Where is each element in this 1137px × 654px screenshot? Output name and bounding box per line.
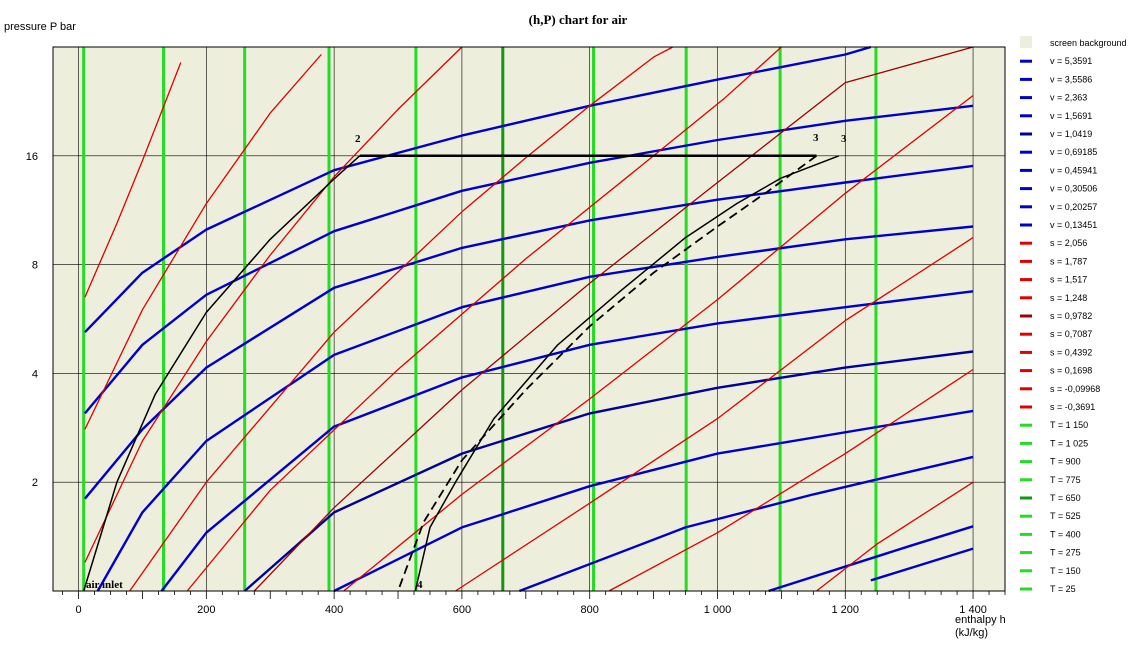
legend-label-23: T = 900 bbox=[1050, 457, 1081, 467]
legend-label-5: v = 1,0419 bbox=[1050, 129, 1092, 139]
x-tick-label-2: 400 bbox=[325, 604, 343, 616]
axes: 0 200 400 600 800 1 000 1 200 1 400 2 4 8 16 bbox=[26, 151, 1006, 616]
legend-label-7: v = 0,45941 bbox=[1050, 165, 1097, 175]
isochore-line-5 bbox=[160, 290, 974, 592]
y-tick-label-1: 4 bbox=[32, 368, 38, 380]
y-tick-label-2: 8 bbox=[32, 260, 38, 272]
isentrope-line-4 bbox=[253, 46, 974, 592]
legend-label-2: v = 3,5586 bbox=[1050, 74, 1092, 84]
legend-label-29: T = 150 bbox=[1050, 566, 1081, 576]
legend-label-16: s = 0,7087 bbox=[1050, 329, 1092, 339]
isentrope-line-1 bbox=[608, 368, 974, 592]
legend-label-17: s = 0,4392 bbox=[1050, 347, 1092, 357]
point-3b-label: 3 bbox=[841, 133, 847, 145]
isochore-series bbox=[83, 45, 974, 593]
isochore-line-0 bbox=[870, 547, 974, 582]
isentrope-line-5 bbox=[186, 46, 782, 592]
isentrope-line-0 bbox=[816, 481, 974, 592]
isochore-line-6 bbox=[96, 225, 974, 592]
isentrope-line-2 bbox=[455, 237, 974, 592]
isochore-line-4 bbox=[243, 350, 974, 592]
x-tick-label-6: 1 200 bbox=[832, 604, 860, 616]
legend-label-12: s = 1,787 bbox=[1050, 256, 1087, 266]
legend-label-24: T = 775 bbox=[1050, 475, 1081, 485]
isochore-line-8 bbox=[83, 104, 974, 415]
legend-swatch-0 bbox=[1020, 36, 1032, 48]
x-tick-label-7: 1 400 bbox=[959, 604, 987, 616]
x-tick-label-1: 200 bbox=[197, 604, 215, 616]
legend: screen background v = 5,3591 v = 3,5586 v =… bbox=[1020, 36, 1127, 594]
point-2-label: 2 bbox=[355, 133, 361, 145]
legend-label-25: T = 650 bbox=[1050, 493, 1081, 503]
x-tick-label-0: 0 bbox=[75, 604, 81, 616]
legend-label-26: T = 525 bbox=[1050, 511, 1081, 521]
legend-label-3: v = 2,363 bbox=[1050, 93, 1087, 103]
x-axis-label-line2: (kJ/kg) bbox=[955, 627, 988, 639]
isentrope-line-8 bbox=[84, 54, 322, 430]
legend-label-13: s = 1,517 bbox=[1050, 275, 1087, 285]
legend-label-9: v = 0,20257 bbox=[1050, 202, 1097, 212]
y-tick-label-0: 2 bbox=[32, 477, 38, 489]
point-4-label: 4 bbox=[417, 579, 423, 591]
isentrope-line-6 bbox=[129, 46, 674, 592]
x-tick-label-3: 600 bbox=[453, 604, 471, 616]
legend-label-21: T = 1 150 bbox=[1050, 420, 1088, 430]
isochore-line-3 bbox=[333, 409, 974, 593]
legend-label-20: s = -0,3691 bbox=[1050, 402, 1095, 412]
grid bbox=[53, 47, 1005, 591]
x-tick-label-4: 800 bbox=[581, 604, 599, 616]
legend-label-19: s = -0,09968 bbox=[1050, 384, 1100, 394]
legend-label-22: T = 1 025 bbox=[1050, 438, 1088, 448]
point-3a-label: 3 bbox=[813, 132, 819, 144]
legend-label-4: v = 1,5691 bbox=[1050, 111, 1092, 121]
legend-label-27: T = 400 bbox=[1050, 529, 1081, 539]
cycle-path-compression bbox=[82, 155, 361, 592]
plot-background bbox=[53, 47, 1005, 591]
isentrope-line-3 bbox=[343, 94, 974, 592]
chart-title: (h,P) chart for air bbox=[529, 12, 628, 27]
x-tick-label-5: 1 000 bbox=[704, 604, 732, 616]
isochore-line-9 bbox=[84, 45, 872, 334]
legend-label-6: v = 0,69185 bbox=[1050, 147, 1097, 157]
legend-label-1: v = 5,3591 bbox=[1050, 56, 1092, 66]
y-axis-label: pressure P bar bbox=[4, 21, 76, 33]
y-tick-label-3: 16 bbox=[26, 151, 38, 163]
legend-label-10: v = 0,13451 bbox=[1050, 220, 1097, 230]
legend-label-14: s = 1,248 bbox=[1050, 293, 1087, 303]
isentrope-line-9 bbox=[84, 62, 182, 298]
legend-label-18: s = 0,1698 bbox=[1050, 366, 1092, 376]
cycle-paths bbox=[82, 154, 840, 592]
legend-label-0: screen background bbox=[1050, 38, 1127, 48]
legend-label-28: T = 275 bbox=[1050, 548, 1081, 558]
air-inlet-label: air inlet bbox=[86, 579, 123, 591]
cycle-path-expansion-ideal bbox=[397, 155, 818, 592]
isentrope-line-7 bbox=[84, 46, 463, 563]
isochore-line-2 bbox=[518, 455, 974, 593]
legend-label-11: s = 2,056 bbox=[1050, 238, 1087, 248]
cycle-path-expansion-actual bbox=[414, 155, 840, 592]
x-axis-label-line1: enthalpy h bbox=[955, 614, 1006, 626]
legend-label-8: v = 0,30506 bbox=[1050, 184, 1097, 194]
legend-label-15: s = 0,9782 bbox=[1050, 311, 1092, 321]
isotherm-series bbox=[82, 47, 878, 591]
isochore-line-1 bbox=[768, 525, 974, 593]
legend-label-30: T = 25 bbox=[1050, 584, 1076, 594]
isentrope-series bbox=[84, 46, 974, 592]
